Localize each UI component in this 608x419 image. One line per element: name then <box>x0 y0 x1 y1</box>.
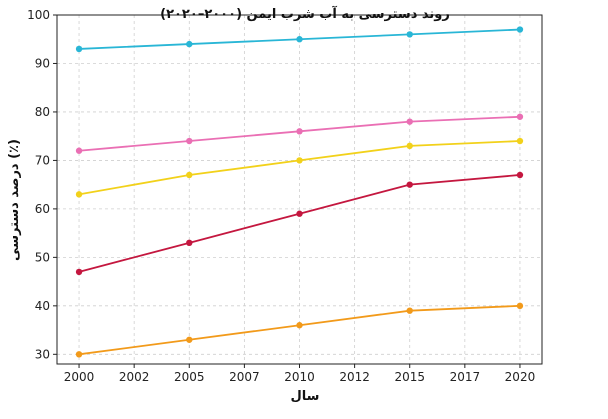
grid <box>57 14 542 364</box>
data-point <box>186 137 193 145</box>
data-point <box>296 210 303 217</box>
data-point <box>186 40 193 48</box>
data-point <box>75 191 83 198</box>
data-point <box>296 36 303 43</box>
x-tick-label: 2000 <box>64 370 95 384</box>
y-tick-label: 80 <box>35 105 50 119</box>
data-point <box>406 307 413 314</box>
data-point <box>186 336 193 343</box>
y-tick-label: 40 <box>35 299 50 313</box>
x-tick-label: 2020 <box>505 370 536 384</box>
data-point <box>406 181 413 188</box>
y-axis-ticks: 30 40 50 60 70 80 90 100 <box>27 8 57 361</box>
data-point <box>186 171 193 179</box>
x-tick-label: 2002 <box>119 370 150 384</box>
y-tick-label: 50 <box>35 250 50 264</box>
data-point <box>75 351 83 358</box>
data-point <box>516 137 524 145</box>
data-point <box>406 118 413 125</box>
data-point <box>296 128 303 135</box>
series-1 <box>75 26 524 53</box>
series-2 <box>75 113 524 154</box>
x-tick-label: 2015 <box>394 370 425 384</box>
data-point <box>406 142 413 150</box>
data-point <box>516 113 524 120</box>
x-tick-label: 2012 <box>339 370 370 384</box>
data-point <box>75 268 83 276</box>
data-point <box>296 322 303 329</box>
series <box>75 26 524 358</box>
y-tick-label: 100 <box>27 8 50 22</box>
data-point <box>516 302 524 310</box>
data-point <box>516 26 524 33</box>
data-point <box>406 31 413 38</box>
chart-title: روند دسترسی به آب شرب ایمن (۲۰۰۰–۲۰۲۰) <box>160 5 450 22</box>
data-point <box>75 45 83 53</box>
y-tick-label: 70 <box>35 153 50 167</box>
y-tick-label: 60 <box>35 202 50 216</box>
y-tick-label: 90 <box>35 56 50 70</box>
y-tick-label: 30 <box>35 347 50 361</box>
x-axis-label: سال <box>291 389 320 404</box>
series-5 <box>75 302 524 358</box>
series-3 <box>75 137 524 198</box>
y-axis-label: درصد دسترسی (٪) <box>7 139 22 261</box>
x-tick-label: 2005 <box>174 370 205 384</box>
data-point <box>186 239 193 247</box>
series-4 <box>75 171 524 276</box>
x-axis-ticks: 2000 2002 2005 2007 2010 2012 2015 2017 2020 <box>64 364 535 384</box>
x-tick-label: 2010 <box>284 370 315 384</box>
data-point <box>75 147 83 154</box>
x-tick-label: 2007 <box>229 370 260 384</box>
x-tick-label: 2017 <box>450 370 481 384</box>
data-point <box>516 171 524 179</box>
data-point <box>296 157 303 164</box>
